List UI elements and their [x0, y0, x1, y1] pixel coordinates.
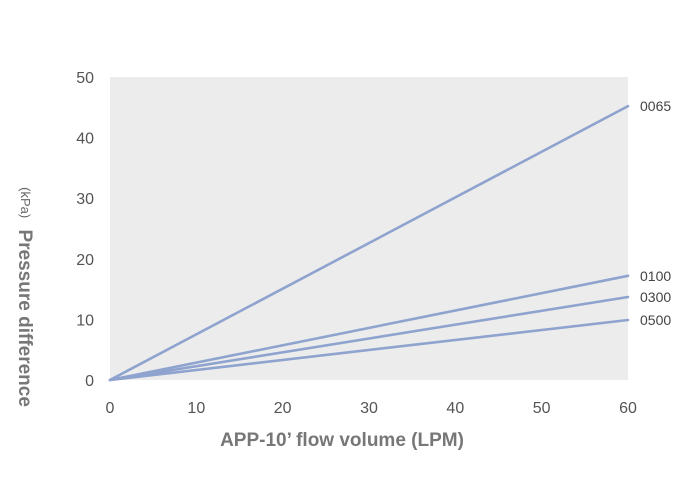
y-tick-label: 0 [85, 373, 94, 390]
x-tick-label: 30 [360, 400, 378, 417]
series-line-0100 [108, 274, 630, 382]
y-axis-title: (kPa) Pressure difference [14, 187, 35, 407]
y-tick-label: 50 [76, 70, 94, 87]
y-axis-unit: (kPa) [18, 187, 33, 218]
y-axis-title-group: (kPa) Pressure difference [14, 187, 35, 407]
x-tick-label: 50 [533, 400, 551, 417]
x-tick-label: 40 [446, 400, 464, 417]
series-label-0065: 0065 [640, 98, 671, 114]
x-axis-title: APP-10’ flow volume (LPM) [220, 430, 464, 451]
plot-area [110, 77, 628, 380]
y-tick-label: 30 [76, 191, 94, 208]
series-layer: 0065 0100 0300 0500 [108, 98, 671, 382]
series-label-0100: 0100 [640, 268, 671, 284]
x-tick-label: 0 [106, 400, 115, 417]
x-tick-label: 20 [274, 400, 292, 417]
y-tick-label: 20 [76, 252, 94, 269]
x-tick-labels: 0 10 20 30 40 50 60 [106, 400, 637, 417]
y-tick-label: 40 [76, 131, 94, 148]
series-line-0065 [108, 104, 630, 382]
series-line-0500 [108, 318, 630, 382]
series-line-0300 [108, 295, 630, 382]
x-tick-label: 10 [187, 400, 205, 417]
y-tick-label: 10 [76, 312, 94, 329]
series-label-0300: 0300 [640, 289, 671, 305]
x-tick-label: 60 [619, 400, 637, 417]
y-tick-labels: 0 10 20 30 40 50 [76, 70, 94, 390]
y-axis-label: Pressure difference [14, 229, 35, 406]
series-label-0500: 0500 [640, 312, 671, 328]
